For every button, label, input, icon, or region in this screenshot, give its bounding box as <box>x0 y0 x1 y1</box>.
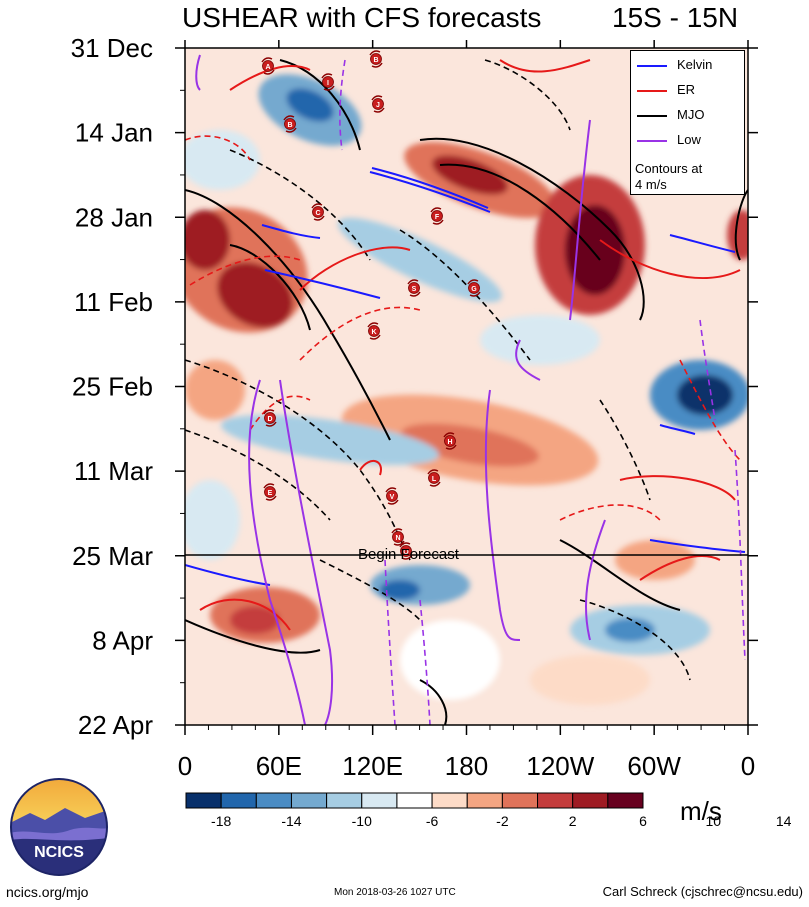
y-tick-label: 11 Feb <box>74 287 153 317</box>
footer-author: Carl Schreck (cjschrec@ncsu.edu) <box>602 884 803 899</box>
cyclone-label: D <box>267 416 272 423</box>
cyclone-marker: V <box>385 487 399 505</box>
x-tick-label: 180 <box>445 751 488 781</box>
legend-note-1: Contours at <box>635 161 703 176</box>
cyclone-label: E <box>268 490 273 497</box>
y-tick-label: 25 Feb <box>72 372 153 402</box>
cyclone-label: L <box>432 476 437 483</box>
cyclone-label: B <box>373 57 378 64</box>
cyclone-marker: D <box>263 409 277 427</box>
legend-label: Kelvin <box>677 57 713 72</box>
legend-item-kelvin: Kelvin <box>635 57 743 77</box>
cyclone-marker: K <box>367 322 381 340</box>
chart-region: 15S - 15N <box>612 2 739 33</box>
shading-layer <box>185 48 748 725</box>
footer-url: ncics.org/mjo <box>6 884 89 900</box>
cyclone-marker: B <box>283 115 297 133</box>
legend-swatch <box>637 90 667 92</box>
cyclone-label: S <box>412 286 417 293</box>
cyclone-label: O <box>403 549 409 556</box>
cyclone-marker: E <box>263 483 277 501</box>
y-tick-label: 31 Dec <box>71 33 153 63</box>
x-tick-label: 60E <box>256 751 302 781</box>
y-tick-label: 11 Mar <box>74 456 153 486</box>
cyclone-label: B <box>287 122 292 129</box>
legend-label: MJO <box>677 107 705 122</box>
chart-title: USHEAR with CFS forecasts <box>182 2 542 33</box>
cyclone-marker: S <box>407 279 421 297</box>
y-tick-label: 8 Apr <box>92 625 153 655</box>
legend-swatch <box>637 115 667 117</box>
cyclone-label: A <box>265 64 270 71</box>
legend-swatch <box>637 140 667 142</box>
cyclone-marker: A <box>261 57 275 75</box>
y-tick-label: 25 Mar <box>72 541 153 571</box>
cyclone-marker: F <box>430 207 444 225</box>
legend-note-2: 4 m/s <box>635 177 667 192</box>
y-tick-label: 22 Apr <box>78 710 154 740</box>
x-tick-label: 120W <box>526 751 594 781</box>
cyclone-marker: B <box>369 50 383 68</box>
x-tick-label: 120E <box>342 751 403 781</box>
cyclone-marker: L <box>427 469 441 487</box>
y-tick-label: 14 Jan <box>75 118 153 148</box>
legend-item-low: Low <box>635 132 743 152</box>
x-tick-label: 0 <box>741 751 755 781</box>
legend-item-er: ER <box>635 82 743 102</box>
forecast-label: Begin Forecast <box>358 546 459 563</box>
legend-label: Low <box>677 132 701 147</box>
cyclone-label: F <box>435 214 440 221</box>
legend-item-mjo: MJO <box>635 107 743 127</box>
cyclone-marker: C <box>311 203 325 221</box>
legend-label: ER <box>677 82 696 97</box>
legend: Kelvin ER MJO Low Contours at 4 m/s <box>630 50 745 195</box>
cyclone-marker: N <box>391 528 405 546</box>
cyclone-label: C <box>315 210 320 217</box>
cyclone-label: N <box>395 535 400 542</box>
cyclone-label: G <box>471 286 477 293</box>
cyclone-marker: G <box>467 279 481 297</box>
footer-timestamp: Mon 2018-03-26 1027 UTC <box>334 887 456 898</box>
cyclone-label: K <box>371 329 376 336</box>
cyclone-label: V <box>390 494 395 501</box>
cyclone-label: I <box>327 80 329 87</box>
y-tick-label: 28 Jan <box>75 202 153 232</box>
cyclone-label: J <box>376 102 380 109</box>
cyclone-markers: A B B I J C F S G K D H L E V NO <box>261 50 481 560</box>
cyclone-marker: I <box>321 73 335 91</box>
cyclone-marker: O <box>399 542 413 560</box>
cyclone-label: H <box>447 439 452 446</box>
logo-text: NCICS <box>34 844 84 861</box>
cyclone-marker: H <box>443 432 457 450</box>
x-tick-label: 0 <box>178 751 192 781</box>
legend-swatch <box>637 65 667 67</box>
x-tick-label: 60W <box>627 751 681 781</box>
cyclone-marker: J <box>371 95 385 113</box>
ncics-logo: NCICS <box>10 778 108 876</box>
axes-group: 0 60E 120E 180 120W 60W 0 31 Dec 14 Jan 28 Jan 11 … <box>71 33 758 781</box>
colorbar-units: m/s <box>680 796 722 826</box>
